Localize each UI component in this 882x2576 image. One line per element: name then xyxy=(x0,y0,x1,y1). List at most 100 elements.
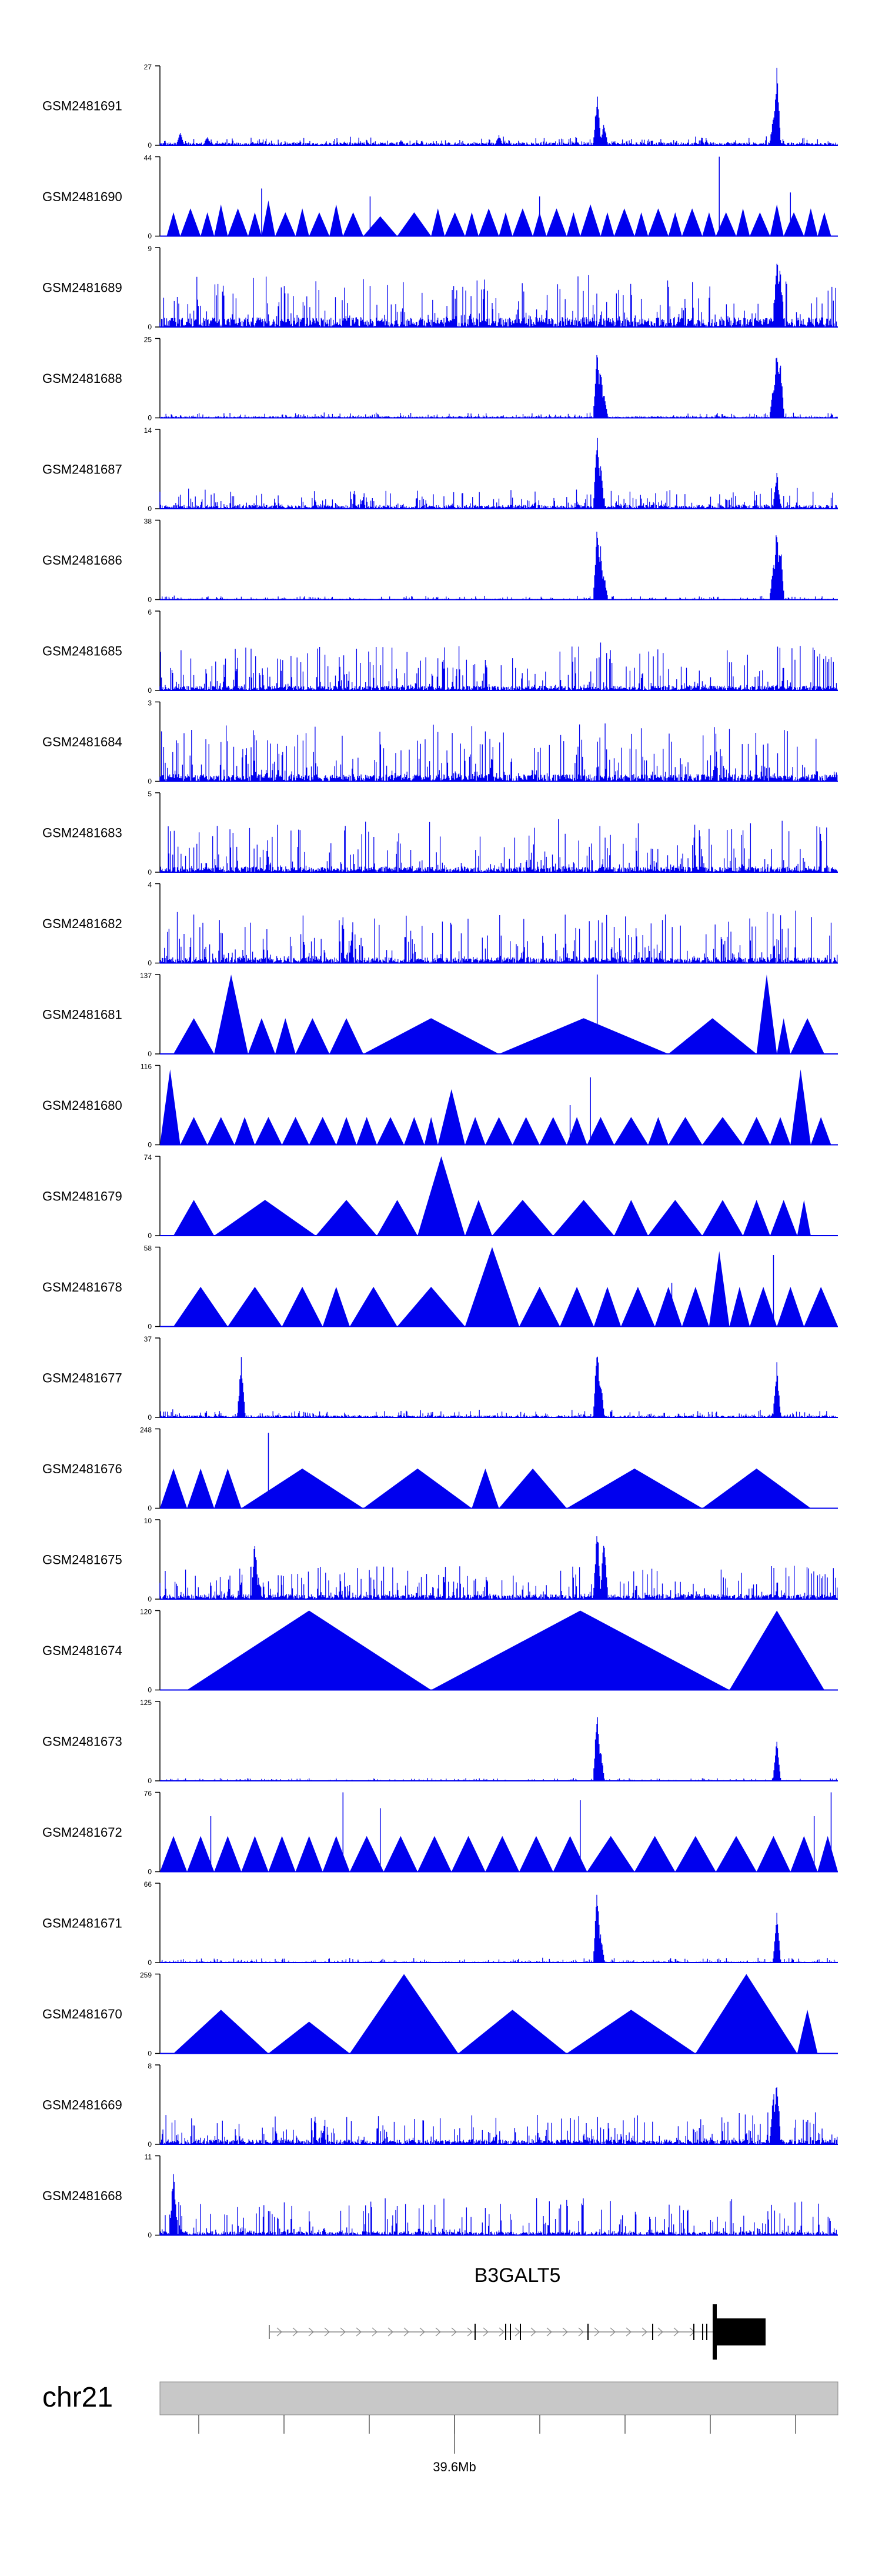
signal-peak xyxy=(363,216,397,236)
signal-profile xyxy=(159,263,838,327)
strand-arrow-icon xyxy=(419,2327,425,2337)
track-label: GSM2481683 xyxy=(42,826,122,840)
track-GSM2481684: GSM2481684 3 0 xyxy=(42,699,838,786)
track-label: GSM2481674 xyxy=(42,1643,122,1658)
y-min-label: 0 xyxy=(148,1686,152,1694)
signal-peak xyxy=(648,208,669,236)
signal-peak xyxy=(241,1469,363,1509)
y-max-label: 66 xyxy=(144,1880,152,1888)
strand-arrow-icon xyxy=(308,2327,314,2337)
signal-peak xyxy=(261,200,276,236)
signal-peak xyxy=(681,1287,709,1327)
signal-peak xyxy=(376,1117,405,1145)
signal-peak xyxy=(580,204,601,236)
strand-arrow-icon xyxy=(499,2327,505,2337)
track-GSM2481688: GSM2481688 25 0 xyxy=(42,336,838,422)
signal-peak xyxy=(756,1836,791,1872)
strand-arrow-icon xyxy=(530,2327,536,2337)
signal-profile xyxy=(159,2087,838,2144)
y-min-label: 0 xyxy=(148,596,152,604)
strand-arrow-icon xyxy=(340,2327,346,2337)
signal-peak xyxy=(309,212,330,236)
track-GSM2481687: GSM2481687 14 0 xyxy=(42,426,838,513)
signal-peak xyxy=(431,208,445,236)
y-min-label: 0 xyxy=(148,1050,152,1058)
signal-peak xyxy=(553,1836,587,1872)
track-GSM2481670: GSM2481670 259 0 xyxy=(42,1971,838,2058)
track-label: GSM2481669 xyxy=(42,2098,122,2113)
y-max-label: 76 xyxy=(144,1790,152,1798)
signal-peak xyxy=(180,208,201,236)
track-label: GSM2481673 xyxy=(42,1734,122,1749)
signal-peak xyxy=(160,1469,188,1509)
signal-profile xyxy=(159,642,838,690)
signal-peak xyxy=(621,1287,655,1327)
signal-peak xyxy=(770,1200,797,1236)
strand-arrow-icon xyxy=(356,2327,362,2337)
signal-profile xyxy=(159,355,838,418)
signal-peak xyxy=(777,1018,791,1054)
y-min-label: 0 xyxy=(148,141,152,149)
signal-peak xyxy=(431,1610,730,1690)
signal-peak xyxy=(790,1018,824,1054)
signal-peak xyxy=(716,1836,757,1872)
gene-tss-marker xyxy=(713,2304,717,2360)
signal-peak xyxy=(817,1836,838,1872)
signal-peak xyxy=(804,1287,838,1327)
signal-peak xyxy=(600,212,614,236)
signal-peak xyxy=(668,1018,757,1054)
signal-peak xyxy=(702,1200,743,1236)
track-GSM2481689: GSM2481689 9 0 xyxy=(42,245,838,331)
signal-peak xyxy=(248,1018,276,1054)
y-max-label: 4 xyxy=(148,881,152,889)
track-GSM2481668: GSM2481668 11 0 xyxy=(42,2153,838,2240)
signal-peak xyxy=(295,1018,330,1054)
signal-peak xyxy=(465,1117,486,1145)
signal-peak xyxy=(214,1836,242,1872)
y-min-label: 0 xyxy=(148,1504,152,1513)
signal-peak xyxy=(173,1287,228,1327)
signal-peak xyxy=(492,1200,553,1236)
y-min-label: 0 xyxy=(148,1141,152,1149)
strand-arrow-icon xyxy=(657,2327,663,2337)
signal-peak xyxy=(539,1117,567,1145)
strand-arrow-icon xyxy=(610,2327,616,2337)
signal-peak xyxy=(681,208,703,236)
signal-peak xyxy=(187,1469,215,1509)
y-max-label: 120 xyxy=(140,1608,152,1616)
strand-arrow-icon xyxy=(387,2327,393,2337)
track-GSM2481679: GSM2481679 74 0 xyxy=(42,1153,838,1240)
signal-peak xyxy=(519,1836,553,1872)
signal-peak xyxy=(397,212,432,236)
signal-profile xyxy=(159,1717,838,1781)
signal-peak xyxy=(451,1836,486,1872)
signal-peak xyxy=(668,212,682,236)
signal-peak xyxy=(465,1200,492,1236)
signal-peak xyxy=(214,204,228,236)
signal-peak xyxy=(614,1200,649,1236)
track-label: GSM2481689 xyxy=(42,281,122,295)
signal-peak xyxy=(770,1117,791,1145)
signal-peak xyxy=(282,1287,323,1327)
signal-peak xyxy=(566,212,580,236)
y-min-label: 0 xyxy=(148,323,152,331)
y-max-label: 74 xyxy=(144,1153,152,1162)
signal-peak xyxy=(424,1117,438,1145)
signal-peak xyxy=(336,1117,357,1145)
signal-peak xyxy=(729,1287,750,1327)
track-label: GSM2481679 xyxy=(42,1189,122,1204)
track-GSM2481690: GSM2481690 44 0 xyxy=(42,154,838,241)
y-min-label: 0 xyxy=(148,1595,152,1603)
signal-profile xyxy=(159,1536,838,1599)
signal-peak xyxy=(512,1117,540,1145)
track-GSM2481691: GSM2481691 27 0 xyxy=(42,63,838,149)
signal-peak xyxy=(675,1836,716,1872)
y-max-label: 58 xyxy=(144,1244,152,1253)
signal-peak xyxy=(248,212,262,236)
signal-peak xyxy=(228,208,248,236)
track-GSM2481686: GSM2481686 38 0 xyxy=(42,518,838,604)
track-label: GSM2481684 xyxy=(42,735,122,749)
y-min-label: 0 xyxy=(148,414,152,422)
track-label: GSM2481680 xyxy=(42,1098,122,1113)
strand-arrow-icon xyxy=(578,2327,584,2337)
